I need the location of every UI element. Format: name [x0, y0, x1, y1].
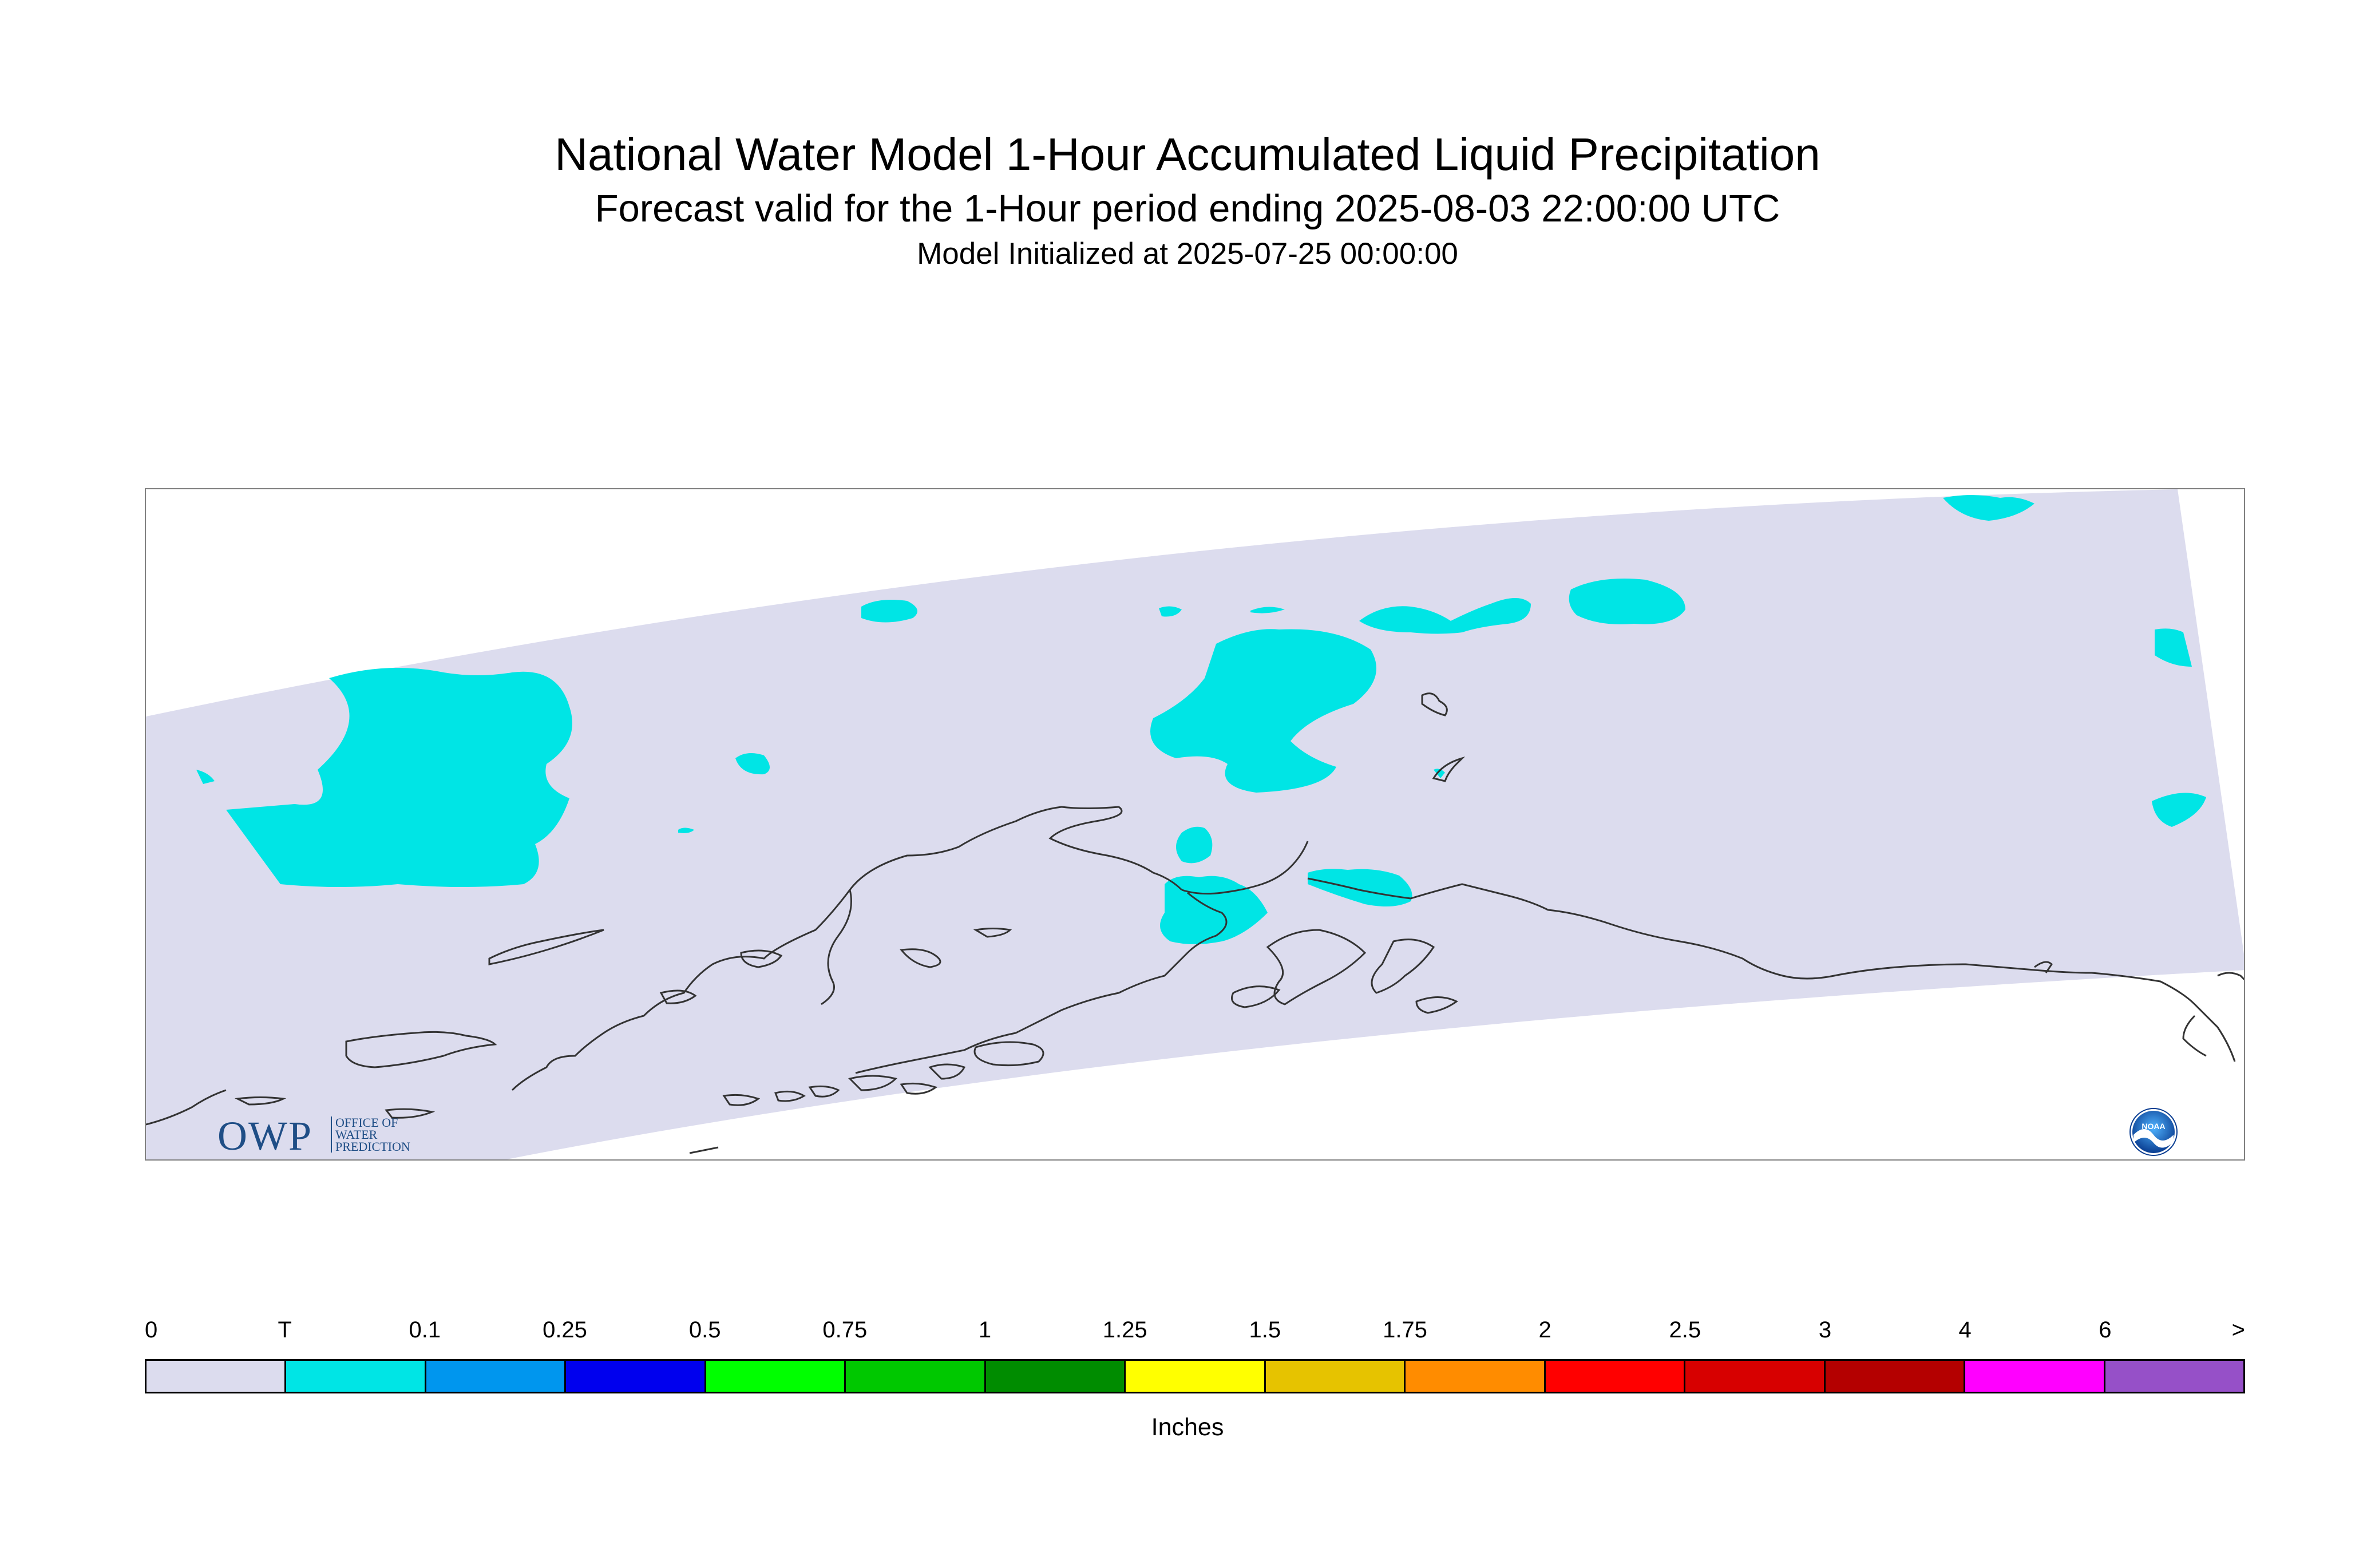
- alaska-coastline: [1421, 692, 1448, 716]
- coastlines: [146, 692, 2244, 1154]
- legend-label: 6: [2099, 1317, 2112, 1343]
- legend-swatch: [426, 1361, 567, 1392]
- alaska-coastline: [821, 889, 852, 1005]
- legend-units: Inches: [1151, 1413, 1224, 1441]
- legend-label: 1.25: [1102, 1317, 1147, 1343]
- precip-trace-areas: [196, 495, 2206, 944]
- alaska-coastline: [385, 1108, 436, 1119]
- alaska-coastline: [511, 806, 1119, 1091]
- legend-bar: [145, 1359, 2245, 1393]
- precip-area: [735, 753, 770, 775]
- legend-swatch: [1685, 1361, 1826, 1392]
- precip-area: [226, 668, 572, 887]
- precip-area: [861, 599, 917, 623]
- legend-swatch: [1545, 1361, 1686, 1392]
- legend-label: >: [2231, 1317, 2245, 1343]
- model-init-time: Model Initialized at 2025-07-25 00:00:00: [917, 237, 1458, 271]
- legend-label: 0.5: [688, 1317, 721, 1343]
- legend-label: 2.5: [1669, 1317, 1701, 1343]
- legend-label: 0.1: [409, 1317, 441, 1343]
- noaa-logo-text: NOAA: [2142, 1122, 2165, 1131]
- alaska-coastline: [689, 1146, 719, 1154]
- alaska-coastline: [900, 948, 941, 968]
- legend-label: 1.75: [1383, 1317, 1427, 1343]
- precip-area: [196, 770, 215, 784]
- alaska-coastline: [234, 1096, 287, 1106]
- precip-area: [1359, 598, 1531, 634]
- alaska-coastline: [973, 928, 1012, 938]
- alaska-coastline: [722, 1094, 761, 1106]
- map-subtitle: Forecast valid for the 1-Hour period end…: [595, 187, 1780, 230]
- legend-swatch: [846, 1361, 986, 1392]
- alaska-coastline: [900, 1082, 938, 1095]
- owp-logo-letters: OWP: [217, 1113, 312, 1159]
- alaska-coastline: [146, 1089, 227, 1126]
- owp-logo-subtitle: OFFICE OF WATER PREDICTION: [331, 1116, 410, 1153]
- noaa-logo: NOAA: [2129, 1108, 2178, 1156]
- legend-swatch: [1965, 1361, 2105, 1392]
- legend-swatch: [2105, 1361, 2244, 1392]
- precip-area: [1434, 769, 1445, 778]
- alaska-coastline: [1231, 985, 1281, 1008]
- alaska-coastline: [740, 949, 783, 968]
- alaska-coastline: [1307, 877, 2092, 980]
- alaska-coastline: [2182, 1015, 2207, 1057]
- precip-area: [1308, 869, 1412, 906]
- alaska-coastline: [1181, 841, 1309, 895]
- legend-swatch: [566, 1361, 706, 1392]
- alaska-coastline: [848, 1075, 897, 1091]
- alaska-coastline: [973, 1041, 1044, 1067]
- precip-area: [678, 827, 694, 833]
- legend-label: 0: [145, 1317, 158, 1343]
- map-frame: OWP OFFICE OF WATER PREDICTION NOAA: [145, 488, 2245, 1161]
- legend-swatch: [1406, 1361, 1546, 1392]
- color-legend: 0 T 0.1 0.25 0.5 0.75 1 1.25 1.5 1.75 2 2.5 3 4 6 >: [145, 1316, 2245, 1396]
- owp-logo: OWP OFFICE OF WATER PREDICTION: [217, 1113, 446, 1159]
- alaska-coastline: [659, 989, 697, 1004]
- precip-area: [1569, 579, 1685, 624]
- alaska-coastline: [928, 1063, 966, 1080]
- legend-swatch: [147, 1361, 287, 1392]
- alaska-coastline: [2091, 972, 2236, 1062]
- alaska-coastline: [1371, 939, 1435, 994]
- legend-label: T: [278, 1317, 292, 1343]
- legend-swatch: [706, 1361, 846, 1392]
- precip-area: [2152, 793, 2206, 827]
- legend-label: 3: [1818, 1317, 1832, 1343]
- legend-label: 2: [1538, 1317, 1551, 1343]
- legend-label: 0.25: [543, 1317, 587, 1343]
- precip-area: [1159, 606, 1182, 617]
- owp-line-3: PREDICTION: [335, 1139, 410, 1154]
- legend-label: 4: [1958, 1317, 1972, 1343]
- alaska-coastline: [774, 1090, 806, 1102]
- alaska-coastline: [2034, 961, 2053, 973]
- alaska-coastline: [855, 892, 1228, 1074]
- legend-swatch: [286, 1361, 426, 1392]
- precip-area: [1150, 629, 1376, 793]
- legend-swatch: [1265, 1361, 1406, 1392]
- precip-area: [2155, 628, 2192, 667]
- alaska-coastline: [1266, 929, 1367, 1005]
- alaska-coastline: [488, 929, 604, 965]
- map-canvas: [146, 489, 2244, 1159]
- map-title: National Water Model 1-Hour Accumulated …: [555, 129, 1820, 180]
- alaska-coastline: [1415, 996, 1458, 1014]
- legend-swatch: [1825, 1361, 1966, 1392]
- precip-area: [1943, 495, 2034, 521]
- owp-line-2: WATER: [335, 1127, 378, 1142]
- alaska-coastline: [345, 1031, 497, 1068]
- alaska-coastline: [1432, 756, 1466, 782]
- legend-label: 1.5: [1249, 1317, 1281, 1343]
- precip-area: [1176, 826, 1213, 864]
- legend-label: 1: [978, 1317, 992, 1343]
- alaska-coastline: [808, 1085, 840, 1098]
- legend-swatch: [1126, 1361, 1266, 1392]
- alaska-coastline: [1048, 806, 1183, 891]
- legend-label: 0.75: [822, 1317, 868, 1343]
- alaska-coastline: [2217, 972, 2244, 981]
- legend-swatch: [985, 1361, 1126, 1392]
- owp-line-1: OFFICE OF: [335, 1115, 398, 1130]
- precip-area: [1250, 607, 1285, 613]
